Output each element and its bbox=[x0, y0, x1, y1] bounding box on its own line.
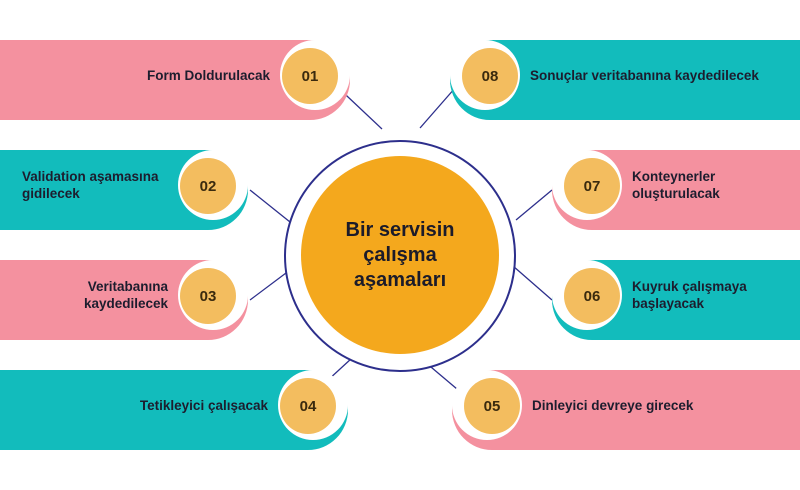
step-number-badge: 04 bbox=[280, 378, 336, 434]
connector-02 bbox=[249, 189, 291, 223]
step-04: Tetikleyici çalışacak 04 bbox=[0, 370, 348, 450]
step-label: Kuyruk çalışmaya başlayacak bbox=[632, 279, 747, 311]
step-label: Sonuçlar veritabanına kaydedilecek bbox=[530, 67, 759, 83]
step-label: Veritabanına kaydedilecek bbox=[83, 279, 168, 311]
step-label: Form Doldurulacak bbox=[146, 67, 270, 83]
step-05: 05 Dinleyici devreye girecek bbox=[452, 370, 800, 450]
connector-03 bbox=[249, 269, 291, 301]
step-label: Konteynerler oluşturulacak bbox=[632, 169, 720, 201]
step-number-badge: 05 bbox=[464, 378, 520, 434]
step-01: Form Doldurulacak 01 bbox=[0, 40, 350, 120]
step-number-badge: 07 bbox=[564, 158, 620, 214]
step-08: 08 Sonuçlar veritabanına kaydedilecek bbox=[450, 40, 800, 120]
step-label: Tetikleyici çalışacak bbox=[139, 397, 268, 413]
step-06: 06 Kuyruk çalışmaya başlayacak bbox=[552, 260, 800, 340]
step-label: Dinleyici devreye girecek bbox=[532, 397, 694, 413]
step-number-badge: 06 bbox=[564, 268, 620, 324]
step-07: 07 Konteynerler oluşturulacak bbox=[552, 150, 800, 230]
connector-06 bbox=[512, 265, 553, 301]
step-number-badge: 08 bbox=[462, 48, 518, 104]
step-label: Validation aşamasına gidilecek bbox=[22, 169, 159, 201]
step-03: Veritabanına kaydedilecek 03 bbox=[0, 260, 248, 340]
hub-title: Bir servisin çalışma aşamaları bbox=[301, 156, 499, 354]
step-number-badge: 03 bbox=[180, 268, 236, 324]
step-number-badge: 01 bbox=[282, 48, 338, 104]
step-number-badge: 02 bbox=[180, 158, 236, 214]
connector-07 bbox=[515, 189, 553, 221]
step-02: Validation aşamasına gidilecek 02 bbox=[0, 150, 248, 230]
